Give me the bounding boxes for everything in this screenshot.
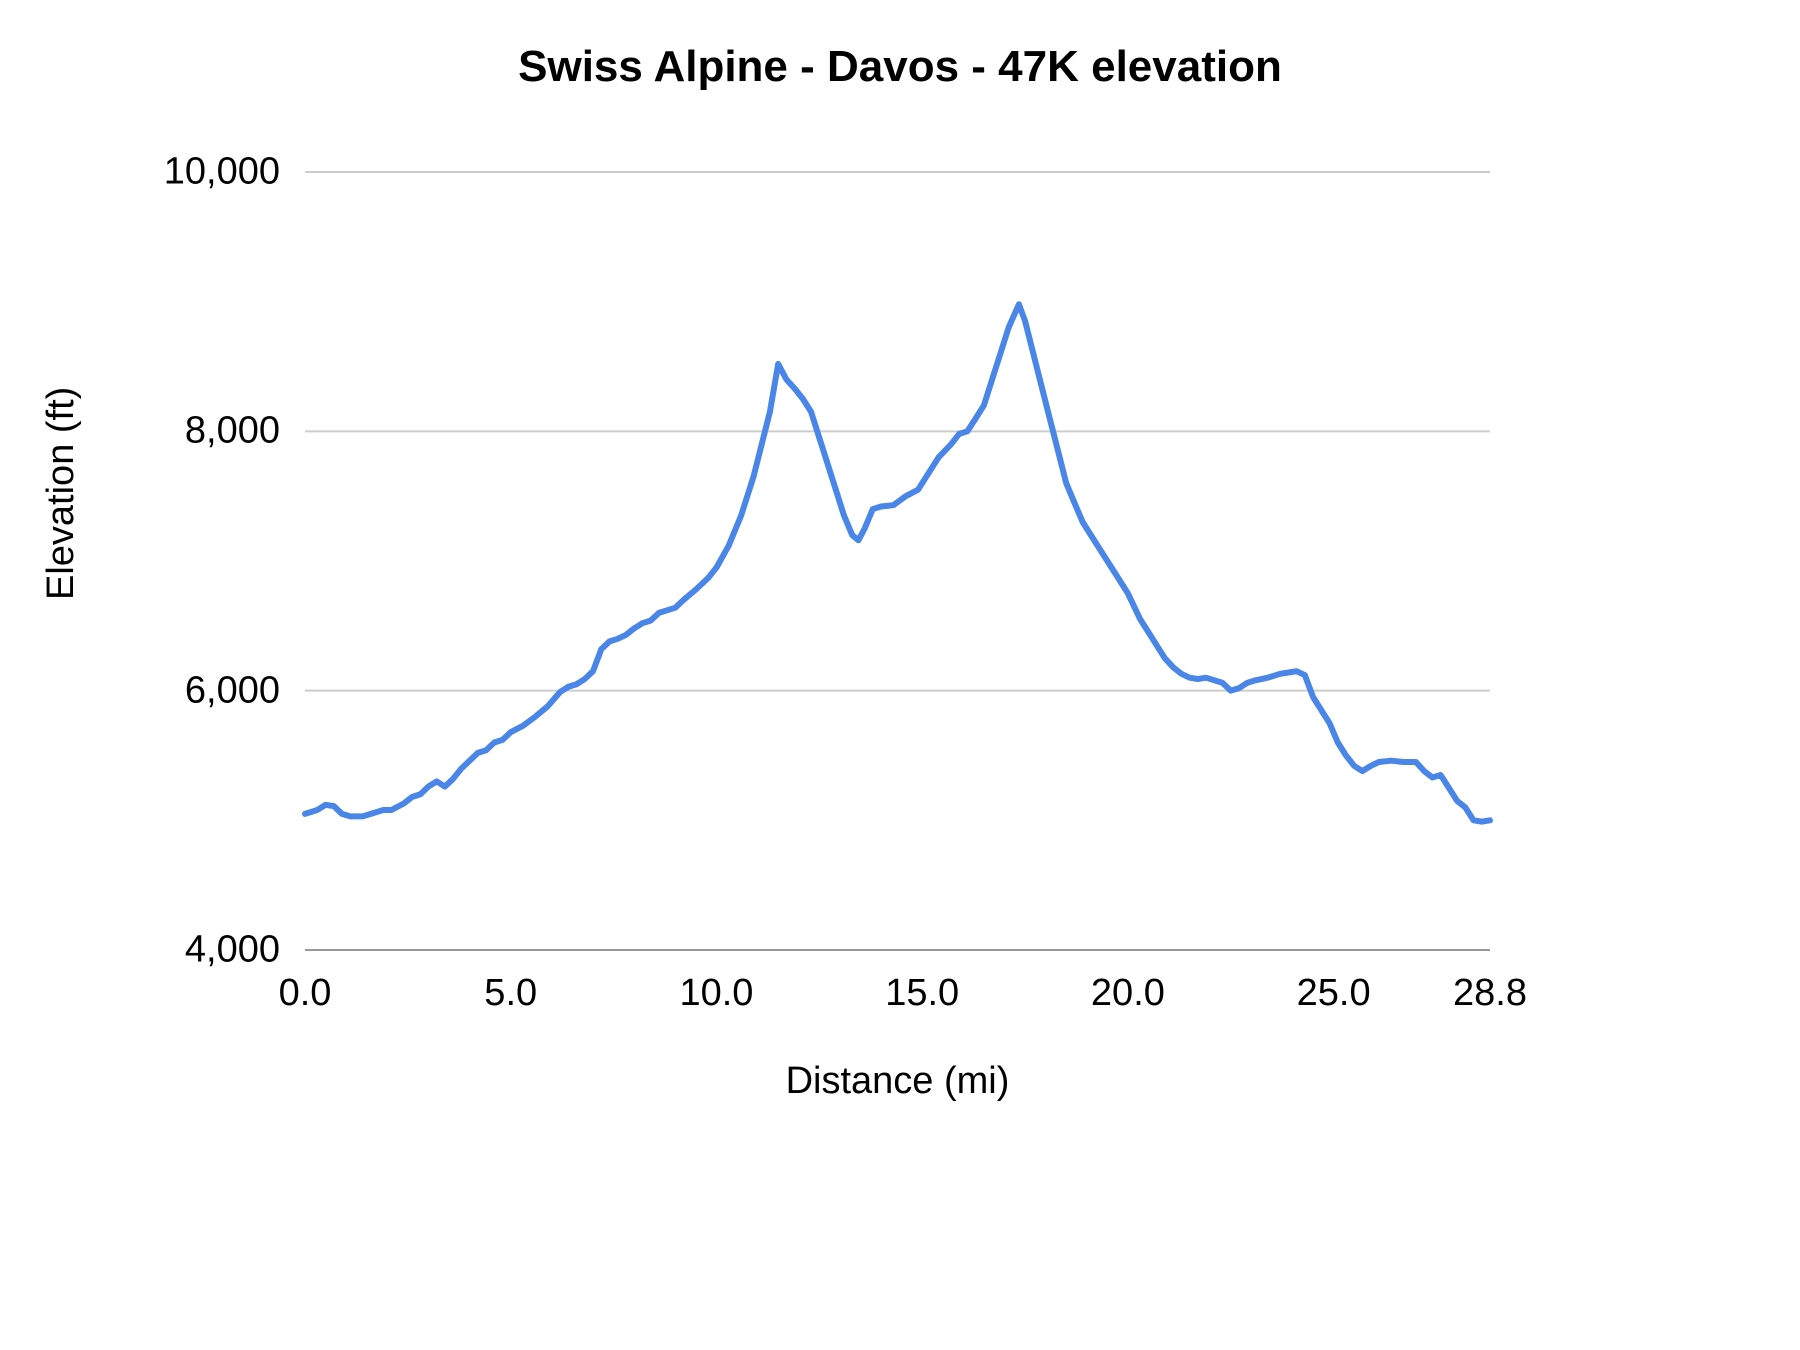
gridlines: [305, 171, 1490, 951]
x-axis-title: Distance (mi): [785, 1060, 1010, 1102]
y-tick-label: 4,000: [184, 928, 280, 971]
x-tick-label: 5.0: [484, 972, 538, 1014]
y-tick-label: 6,000: [184, 669, 280, 712]
x-tick-label: 28.8: [1453, 972, 1527, 1014]
x-tick-label: 20.0: [1090, 972, 1165, 1014]
x-tick-label: 15.0: [885, 972, 960, 1014]
x-tick-label: 10.0: [679, 972, 754, 1014]
y-tick-label: 8,000: [184, 409, 280, 452]
elevation-series-line: [302, 301, 1493, 825]
x-tick-label: 25.0: [1296, 972, 1371, 1014]
y-tick-label: 10,000: [163, 150, 280, 193]
x-tick-label: 0.0: [278, 972, 332, 1014]
chart-title: Swiss Alpine - Davos - 47K elevation: [518, 42, 1282, 91]
